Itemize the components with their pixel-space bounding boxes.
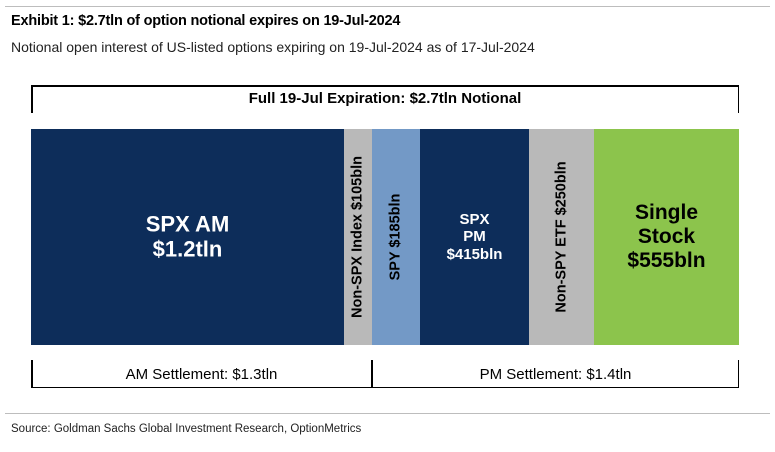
- segment-label-spy: SPY $185bln: [388, 194, 405, 281]
- segment-label-line: SPX AM: [145, 211, 230, 237]
- bottom-bracket: [31, 360, 739, 388]
- segment-spx-am: SPX AM $1.2tln: [31, 129, 344, 345]
- segment-label-line: Single: [634, 200, 698, 224]
- segment-label-line: SPX: [459, 211, 490, 229]
- segment-label-line: $1.2tln: [152, 237, 223, 262]
- segment-label-line: $555bln: [627, 249, 706, 273]
- bottom-bracket-mid-tick: [371, 360, 373, 388]
- am-settlement-label: AM Settlement: $1.3tln: [125, 366, 278, 383]
- source-note: Source: Goldman Sachs Global Investment …: [11, 423, 362, 435]
- segment-label-line: Non-SPY ETF $250bln: [553, 161, 570, 313]
- bottom-bracket-left-tick: [31, 360, 33, 388]
- bottom-bracket-line: [31, 386, 739, 388]
- segment-spx-pm: SPX PM $415bln: [420, 129, 529, 345]
- top-bracket-left-tick: [31, 85, 33, 113]
- bottom-bracket-right-tick: [737, 360, 739, 388]
- segment-label-line: $415bln: [446, 245, 503, 263]
- segment-spy: SPY $185bln: [372, 129, 420, 345]
- segment-label-non-spx-index: Non-SPX Index $105bln: [350, 156, 367, 318]
- segment-label-line: PM: [463, 228, 486, 246]
- segment-label-line: Stock: [637, 224, 696, 248]
- segment-label-non-spy-etf: Non-SPY ETF $250bln: [553, 161, 570, 312]
- top-bracket-label: Full 19-Jul Expiration: $2.7tln Notional: [248, 90, 522, 107]
- top-bracket: [31, 85, 739, 113]
- segment-non-spy-etf: Non-SPY ETF $250bln: [529, 129, 594, 345]
- segment-label-line: Non-SPX Index $105bln: [349, 156, 366, 318]
- segment-label-spx-am: SPX AM $1.2tln: [146, 212, 230, 263]
- top-rule: [5, 6, 770, 7]
- segment-label-spx-pm: SPX PM $415bln: [447, 211, 503, 263]
- segment-label-line: SPY $185bln: [387, 193, 404, 281]
- exhibit-title: Exhibit 1: $2.7tln of option notional ex…: [11, 13, 401, 29]
- top-bracket-right-tick: [737, 85, 739, 113]
- segment-non-spx-index: Non-SPX Index $105bln: [344, 129, 372, 345]
- bottom-rule: [5, 413, 770, 414]
- segment-label-single-stock: Single Stock $555bln: [627, 201, 705, 273]
- exhibit-subtitle: Notional open interest of US-listed opti…: [11, 39, 535, 55]
- top-bracket-line: [31, 85, 739, 87]
- pm-settlement-label: PM Settlement: $1.4tln: [479, 366, 632, 383]
- segment-single-stock: Single Stock $555bln: [594, 129, 739, 345]
